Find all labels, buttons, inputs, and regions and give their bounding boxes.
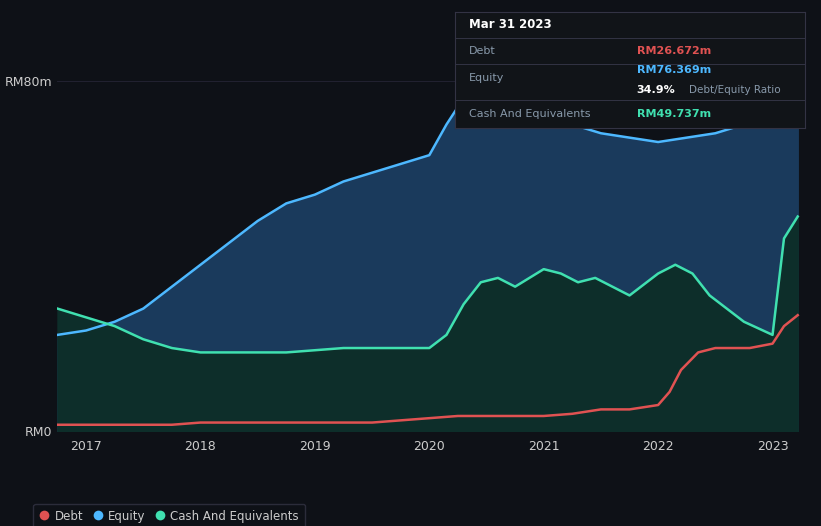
Text: 34.9%: 34.9% [637,85,676,95]
Text: RM76.369m: RM76.369m [637,65,711,75]
Text: RM49.737m: RM49.737m [637,109,711,119]
Text: Equity: Equity [469,73,504,83]
Text: Mar 31 2023: Mar 31 2023 [469,18,552,31]
Text: RM26.672m: RM26.672m [637,46,711,56]
Text: Debt/Equity Ratio: Debt/Equity Ratio [689,85,781,95]
Text: Cash And Equivalents: Cash And Equivalents [469,109,590,119]
Text: Debt: Debt [469,46,496,56]
Legend: Debt, Equity, Cash And Equivalents: Debt, Equity, Cash And Equivalents [34,504,305,526]
